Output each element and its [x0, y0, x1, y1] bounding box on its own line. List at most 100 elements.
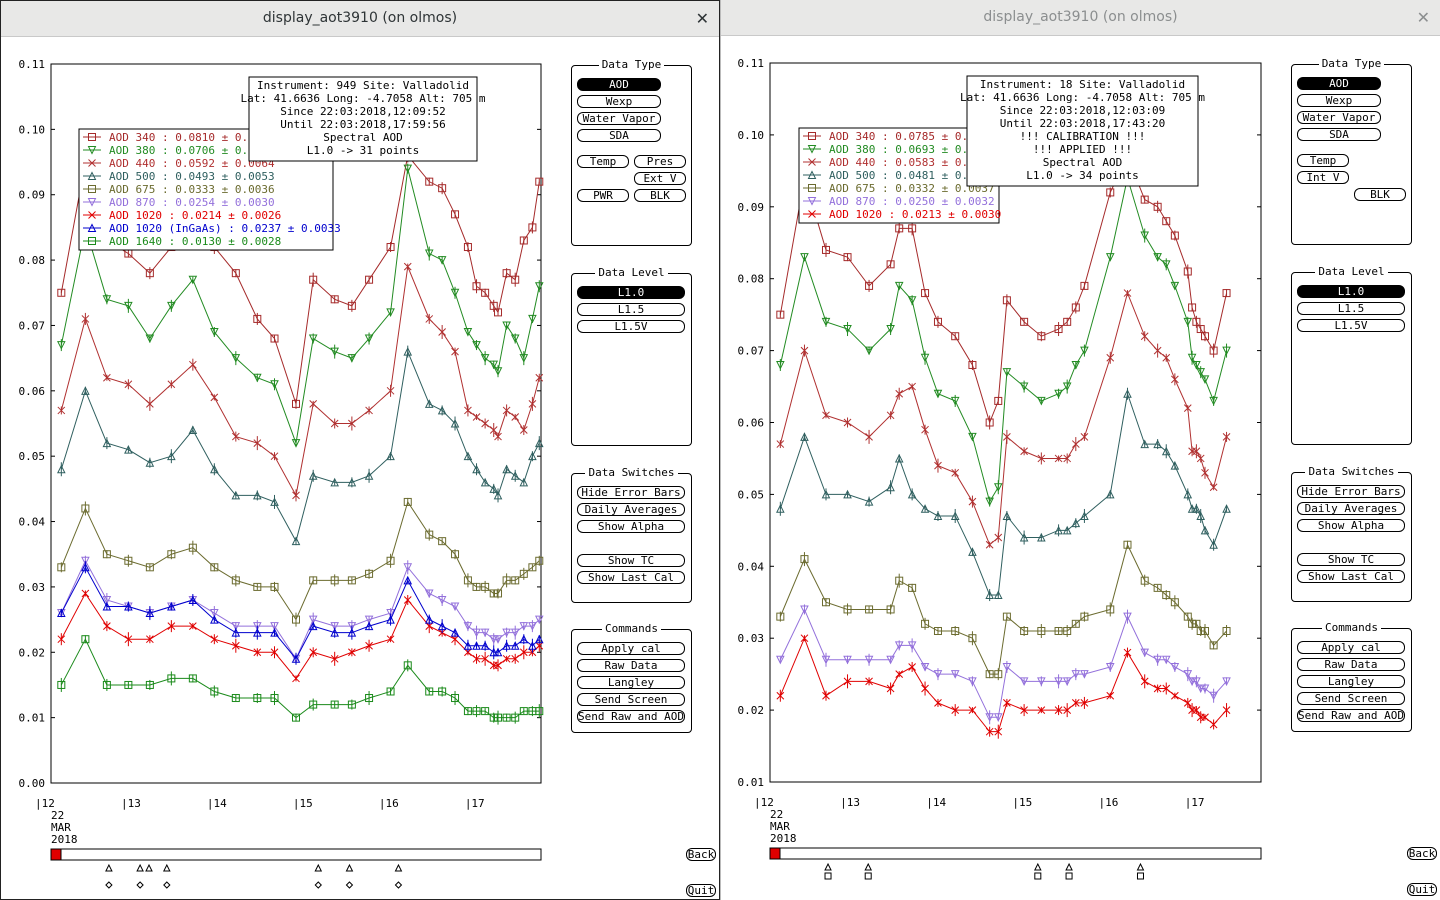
y-tick-label: 0.07 [738, 345, 765, 358]
show-alpha-button[interactable]: Show Alpha [577, 520, 685, 533]
data-point [81, 386, 90, 395]
time-scrollbar[interactable] [50, 848, 542, 861]
langley-button[interactable]: Langley [1297, 675, 1405, 688]
show-alpha-button[interactable]: Show Alpha [1297, 519, 1405, 532]
apply-cal-button[interactable]: Apply cal [1297, 641, 1405, 654]
send-screen-button[interactable]: Send Screen [577, 693, 685, 706]
data-point [403, 346, 413, 356]
daily-averages-button[interactable]: Daily Averages [577, 503, 685, 516]
data-type-sda-button[interactable]: SDA [1297, 128, 1381, 141]
panel-title-text: Commands [1322, 621, 1381, 634]
data-type-sda-button[interactable]: SDA [577, 129, 661, 142]
data-point [253, 439, 262, 447]
data-point [528, 314, 537, 324]
time-scrollbar[interactable] [769, 847, 1262, 860]
back-button[interactable]: Back [1407, 847, 1437, 860]
time-cursor[interactable] [769, 847, 781, 860]
data-type-temp-button[interactable]: Temp [1297, 154, 1349, 167]
data-point [231, 694, 240, 703]
langley-button[interactable]: Langley [577, 676, 685, 689]
hide-error-bars-button[interactable]: Hide Error Bars [1297, 485, 1405, 498]
show-tc-button[interactable]: Show TC [1297, 553, 1405, 566]
data-type-water-vapor-button[interactable]: Water Vapor [1297, 111, 1381, 124]
data-type-pres-button[interactable]: Pres [634, 155, 686, 168]
data-type-wexp-button[interactable]: Wexp [577, 95, 661, 108]
data-point [270, 497, 279, 506]
data-point [1153, 253, 1162, 262]
data-point [1140, 648, 1150, 658]
data-point [1105, 662, 1115, 672]
data-point [1054, 325, 1063, 334]
data-type-aod-button[interactable]: AOD [577, 78, 661, 91]
data-point [535, 641, 544, 650]
data-point [145, 608, 155, 618]
titlebar[interactable]: display_aot3910 (on olmos) ✕ [1, 1, 719, 37]
data-type-blk-button[interactable]: BLK [1354, 188, 1406, 201]
quit-button[interactable]: Quit [1407, 883, 1437, 896]
data-point [364, 621, 374, 631]
data-type-ext-v-button[interactable]: Ext V [634, 172, 686, 185]
data-level-l1-5v-button[interactable]: L1.5V [577, 320, 685, 333]
window-title: display_aot3910 (on olmos) [262, 10, 458, 26]
close-icon[interactable]: ✕ [1416, 8, 1430, 27]
show-last-cal-button[interactable]: Show Last Cal [1297, 570, 1405, 583]
data-point [502, 321, 511, 331]
send-raw-and-aod-button[interactable]: Send Raw and AOD [1297, 709, 1405, 722]
data-level-l1-0-button[interactable]: L1.0 [1297, 285, 1405, 298]
data-point [145, 680, 154, 689]
data-point [1153, 439, 1162, 449]
data-point [188, 360, 197, 369]
data-type-wexp-button[interactable]: Wexp [1297, 94, 1381, 107]
legend-label: AOD 675 : 0.0332 ± 0.0037 [829, 182, 995, 195]
data-type-blk-button[interactable]: BLK [634, 189, 686, 202]
data-point [253, 628, 262, 637]
titlebar[interactable]: display_aot3910 (on olmos) ✕ [721, 0, 1440, 36]
close-icon[interactable]: ✕ [695, 9, 709, 28]
daily-averages-button[interactable]: Daily Averages [1297, 502, 1405, 515]
data-point [894, 281, 904, 291]
data-point [231, 576, 240, 585]
data-point [535, 177, 544, 186]
data-point [1170, 231, 1179, 240]
data-point [425, 315, 434, 323]
raw-data-button[interactable]: Raw Data [577, 659, 685, 672]
data-point [511, 713, 520, 722]
time-cursor[interactable] [50, 848, 62, 861]
y-tick-label: 0.09 [19, 189, 46, 202]
legend-label: AOD 440 : 0.0583 ± 0.0 [829, 156, 975, 169]
data-point [1106, 188, 1115, 197]
data-point [57, 635, 66, 644]
data-type-pwr-button[interactable]: PWR [577, 189, 629, 202]
data-point [347, 301, 356, 310]
data-type-water-vapor-button[interactable]: Water Vapor [577, 112, 661, 125]
raw-data-button[interactable]: Raw Data [1297, 658, 1405, 671]
hide-error-bars-button[interactable]: Hide Error Bars [577, 486, 685, 499]
data-point [519, 569, 528, 578]
legend-label: AOD 500 : 0.0481 ± 0.0 [829, 169, 975, 182]
data-switches-panel: Data Switches Hide Error Bars Daily Averag… [571, 466, 692, 603]
data-level-l1-0-button[interactable]: L1.0 [577, 286, 685, 299]
data-type-aod-button[interactable]: AOD [1297, 77, 1381, 90]
data-point [308, 471, 318, 480]
y-tick-label: 0.06 [738, 417, 765, 430]
data-point [895, 389, 904, 398]
data-point [292, 674, 300, 683]
show-tc-button[interactable]: Show TC [577, 554, 685, 567]
data-point [231, 354, 241, 363]
data-type-temp-button[interactable]: Temp [577, 155, 629, 168]
data-type-int-v-button[interactable]: Int V [1297, 171, 1349, 184]
data-point [1188, 303, 1197, 312]
data-point [843, 325, 852, 334]
send-screen-button[interactable]: Send Screen [1297, 692, 1405, 705]
quit-button[interactable]: Quit [686, 884, 716, 897]
back-button[interactable]: Back [686, 848, 716, 861]
data-level-l1-5v-button[interactable]: L1.5V [1297, 319, 1405, 332]
send-raw-and-aod-button[interactable]: Send Raw and AOD [577, 710, 685, 723]
data-type-panel-title: Data Type [1292, 57, 1411, 71]
data-point [1222, 706, 1231, 714]
show-last-cal-button[interactable]: Show Last Cal [577, 571, 685, 584]
data-level-l1-5-button[interactable]: L1.5 [1297, 302, 1405, 315]
data-level-l1-5-button[interactable]: L1.5 [577, 303, 685, 316]
apply-cal-button[interactable]: Apply cal [577, 642, 685, 655]
